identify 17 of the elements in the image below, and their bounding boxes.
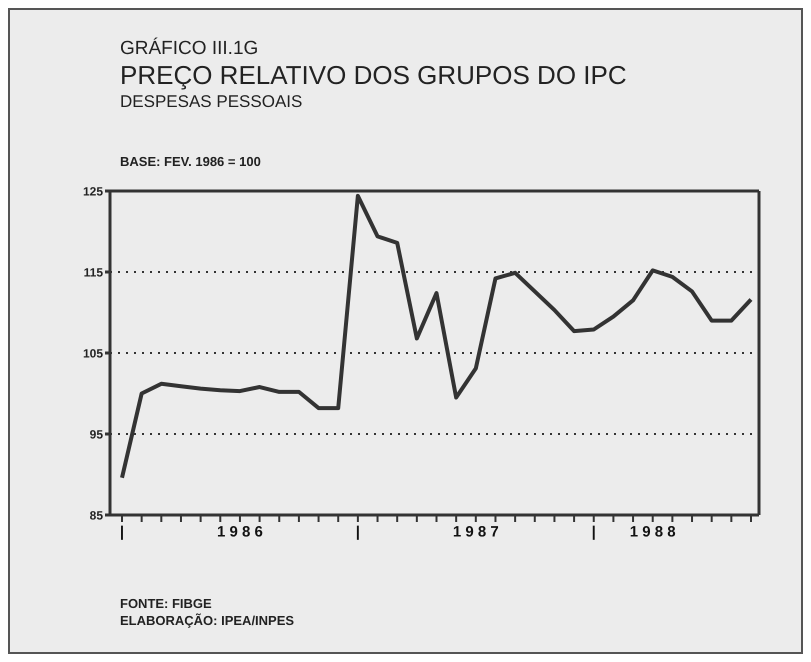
y-tick-label: 115 [84,265,104,280]
x-tick-label: 1 9 8 6 [217,524,263,541]
y-tick-label: 95 [90,427,104,442]
source-note: FONTE: FIBGE [120,596,212,611]
text: GRÁFICO III.1G [120,38,258,60]
x-tick-label: | [356,524,360,541]
chart-subtitle: DESPESAS PESSOAIS [120,92,302,112]
y-tick-label: 85 [90,508,104,522]
y-tick-label: 105 [82,346,104,360]
chart-title: PREÇO RELATIVO DOS GRUPOS DO IPC [120,60,627,91]
y-axis-title: BASE: FEV. 1986 = 100 [120,154,261,169]
x-tick-label: 1 9 8 8 [630,524,676,541]
text: ELABORAÇÃO: IPEA/INPES [120,613,294,628]
x-tick-label: | [120,524,124,541]
x-tick-label: | [592,524,596,541]
y-tick-label: 125 [82,184,104,198]
x-tick-label: 1 9 8 7 [452,524,499,541]
